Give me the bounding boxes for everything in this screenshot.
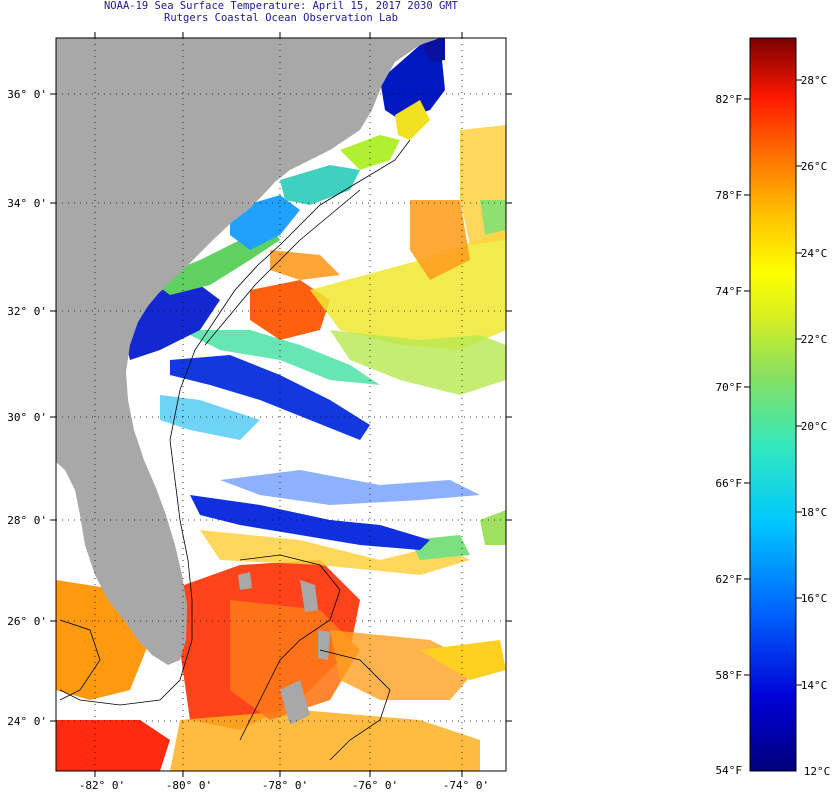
f-label: 78°F xyxy=(716,189,743,202)
lat-label: 26° 0' xyxy=(7,615,47,628)
longitude-labels: -82° 0' -80° 0' -78° 0' -76° 0' -74° 0' xyxy=(79,779,489,792)
f-label: 70°F xyxy=(716,381,743,394)
lat-label: 24° 0' xyxy=(7,715,47,728)
colorbar xyxy=(749,37,797,772)
colorbar-fahrenheit-labels: 82°F 78°F 74°F 70°F 66°F 62°F 58°F 54°F xyxy=(716,93,743,777)
c-label: 26°C xyxy=(801,160,828,173)
c-label: 22°C xyxy=(801,333,828,346)
c-label: 24°C xyxy=(801,247,828,260)
lon-label: -74° 0' xyxy=(443,779,489,792)
f-label: 66°F xyxy=(716,477,743,490)
graticule xyxy=(56,38,506,771)
lon-label: -76° 0' xyxy=(352,779,398,792)
latitude-labels: 36° 0' 34° 0' 32° 0' 30° 0' 28° 0' 26° 0… xyxy=(7,88,47,728)
colorbar-ticks xyxy=(744,79,802,686)
colorbar-celsius-labels: 28°C 26°C 24°C 22°C 20°C 18°C 16°C 14°C … xyxy=(801,74,831,778)
f-label: 58°F xyxy=(716,669,743,682)
lat-label: 32° 0' xyxy=(7,305,47,318)
c-label: 12°C xyxy=(804,765,831,778)
f-label: 74°F xyxy=(716,285,743,298)
f-label: 62°F xyxy=(716,573,743,586)
c-label: 28°C xyxy=(801,74,828,87)
lat-label: 30° 0' xyxy=(7,411,47,424)
land-layer xyxy=(56,38,440,725)
lon-label: -82° 0' xyxy=(79,779,125,792)
lat-label: 36° 0' xyxy=(7,88,47,101)
c-label: 18°C xyxy=(801,506,828,519)
c-label: 16°C xyxy=(801,592,828,605)
f-label: 82°F xyxy=(716,93,743,106)
map-title: NOAA-19 Sea Surface Temperature: April 1… xyxy=(103,0,458,12)
f-label: 54°F xyxy=(716,764,743,777)
lon-label: -78° 0' xyxy=(262,779,308,792)
map-subtitle: Rutgers Coastal Ocean Observation Lab xyxy=(164,12,398,24)
lon-label: -80° 0' xyxy=(166,779,212,792)
c-label: 14°C xyxy=(801,679,828,692)
map-frame xyxy=(55,37,507,772)
c-label: 20°C xyxy=(801,420,828,433)
lat-label: 28° 0' xyxy=(7,514,47,527)
lat-label: 34° 0' xyxy=(7,197,47,210)
map-ticks xyxy=(50,32,512,777)
sst-data-layer xyxy=(56,38,506,771)
